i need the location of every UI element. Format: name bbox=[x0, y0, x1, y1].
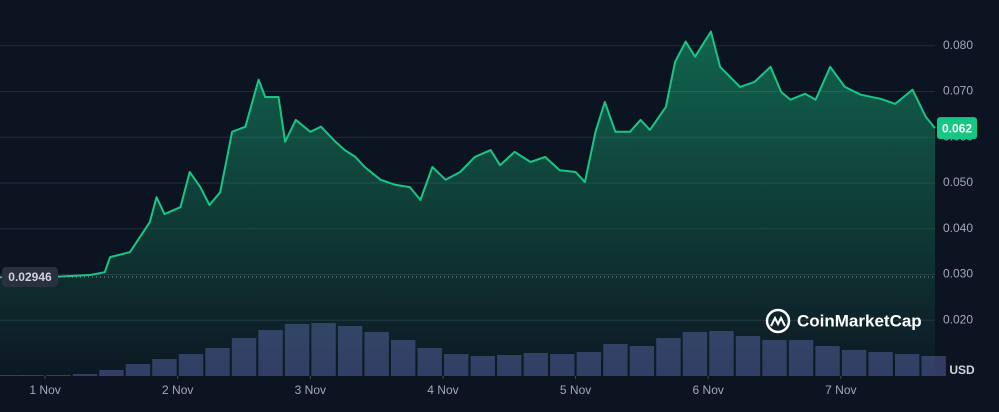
price-line bbox=[0, 30, 936, 279]
last-price-label: 0.062 bbox=[942, 121, 972, 135]
watermark-text: CoinMarketCap bbox=[797, 311, 922, 330]
y-tick-label: 0.020 bbox=[943, 312, 973, 326]
y-tick-label: 0.070 bbox=[943, 84, 973, 98]
y-tick-label: 0.040 bbox=[943, 221, 973, 235]
reference-badge bbox=[2, 266, 58, 287]
last-price-badge bbox=[937, 117, 977, 140]
y-tick-label: 0.080 bbox=[943, 38, 973, 52]
reference-label: 0.02946 bbox=[8, 270, 52, 284]
watermark: CoinMarketCap bbox=[765, 308, 922, 334]
logo-mark bbox=[770, 315, 786, 327]
y-tick-label: 0.030 bbox=[943, 267, 973, 281]
x-tick-label: 6 Nov bbox=[693, 383, 724, 397]
currency: USD bbox=[949, 363, 975, 377]
x-tick-label: 3 Nov bbox=[295, 383, 326, 397]
x-tick-label: 5 Nov bbox=[560, 383, 591, 397]
logo bbox=[765, 308, 791, 334]
x-tick-label: 2 Nov bbox=[162, 383, 193, 397]
x-tick-label: 1 Nov bbox=[29, 383, 60, 397]
price-area bbox=[0, 31, 935, 376]
x-tick-label: 7 Nov bbox=[825, 383, 856, 397]
y-tick-label: 0.050 bbox=[943, 175, 973, 189]
x-tick-label: 4 Nov bbox=[427, 383, 458, 397]
